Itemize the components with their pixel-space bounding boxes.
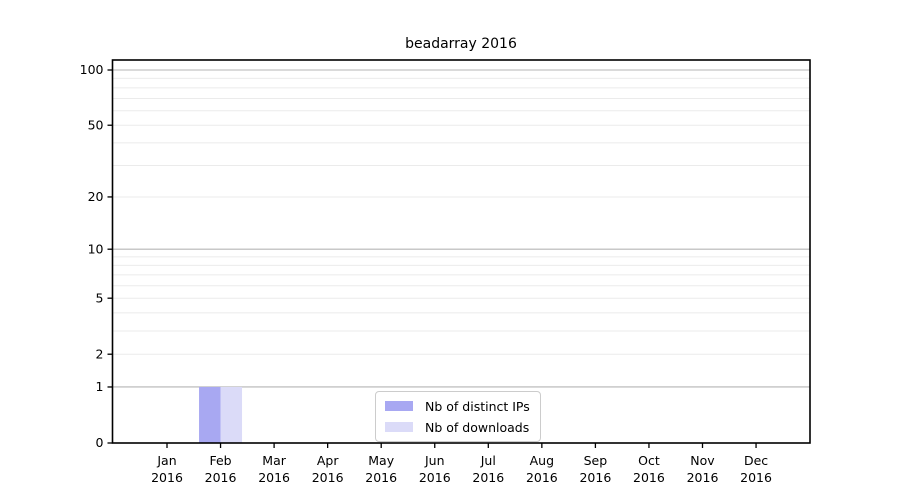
legend-item-distinct-ips: Nb of distinct IPs: [385, 398, 530, 414]
x-tick-label-month: Jul: [480, 453, 496, 468]
x-tick-label-month: Nov: [690, 453, 715, 468]
x-tick-label-year: 2016: [687, 470, 719, 485]
legend-label-distinct-ips: Nb of distinct IPs: [425, 398, 530, 414]
x-tick-label-year: 2016: [258, 470, 290, 485]
chart-title: beadarray 2016: [405, 36, 517, 52]
x-tick-label-month: Jun: [424, 453, 445, 468]
legend-swatch-distinct-ips: [385, 401, 413, 411]
legend: Nb of distinct IPs Nb of downloads: [375, 391, 541, 442]
bar-nb-of-distinct-ips: [199, 386, 221, 443]
x-tick-label-year: 2016: [526, 470, 558, 485]
x-tick-label-year: 2016: [579, 470, 611, 485]
x-tick-label-month: Oct: [638, 453, 660, 468]
x-tick-label-year: 2016: [312, 470, 344, 485]
y-tick-label: 2: [96, 346, 104, 361]
x-tick-label-year: 2016: [419, 470, 451, 485]
legend-swatch-downloads: [385, 422, 413, 432]
x-tick-label-year: 2016: [365, 470, 397, 485]
x-tick-label-year: 2016: [633, 470, 665, 485]
y-tick-label: 10: [88, 241, 104, 256]
x-tick-label-month: May: [368, 453, 394, 468]
x-tick-label-month: Dec: [744, 453, 768, 468]
y-tick-label: 0: [96, 435, 104, 450]
legend-item-downloads: Nb of downloads: [385, 419, 530, 435]
bar-nb-of-downloads: [220, 386, 243, 443]
x-tick-label-year: 2016: [472, 470, 504, 485]
x-tick-label-month: Sep: [584, 453, 608, 468]
x-tick-label-year: 2016: [205, 470, 237, 485]
x-tick-label-month: Feb: [209, 453, 231, 468]
axes-spines: [111, 59, 811, 444]
x-tick-label-year: 2016: [151, 470, 183, 485]
y-tick-label: 1: [96, 379, 104, 394]
y-tick-label: 100: [80, 62, 104, 77]
x-tick-label-month: Jan: [156, 453, 176, 468]
y-tick-label: 20: [88, 189, 104, 204]
y-tick-label: 50: [88, 117, 104, 132]
legend-label-downloads: Nb of downloads: [425, 419, 530, 435]
x-tick-label-month: Mar: [262, 453, 286, 468]
x-tick-label-year: 2016: [740, 470, 772, 485]
y-tick-label: 5: [96, 290, 104, 305]
x-tick-label-month: Aug: [530, 453, 554, 468]
x-tick-label-month: Apr: [317, 453, 339, 468]
